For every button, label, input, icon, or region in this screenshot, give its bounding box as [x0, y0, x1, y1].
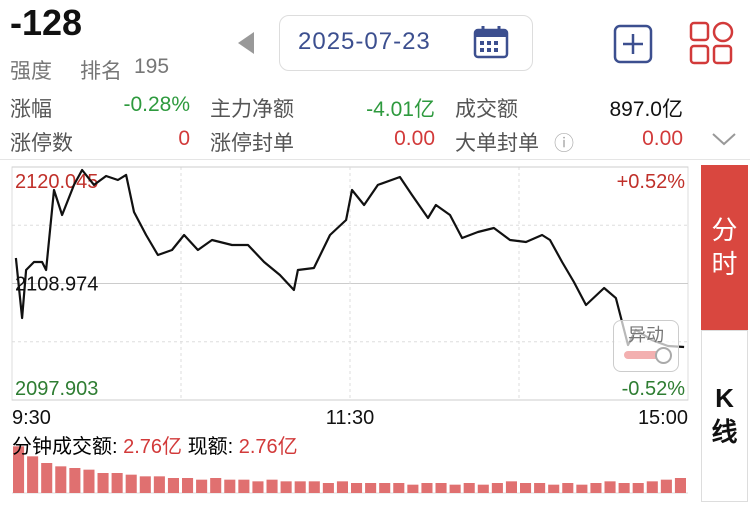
- volume-bar: [674, 478, 686, 493]
- stat-value: 0: [178, 127, 190, 150]
- tab-label: 分时: [711, 214, 738, 279]
- chart: 2120.0452108.9742097.903+0.52%-0.52%9:30…: [11, 166, 689, 494]
- date: 2025-07-23: [298, 28, 431, 55]
- volume-bar: [97, 473, 109, 493]
- stat-label: 成交额: [455, 98, 518, 121]
- volume-bar: [449, 484, 461, 493]
- volume-bar: [435, 483, 447, 493]
- volume-bar: [604, 481, 616, 493]
- rank: 195: [134, 55, 170, 78]
- info-icon[interactable]: ⓘ: [554, 133, 574, 155]
- volume-bar: [632, 483, 644, 493]
- volume-value: 2.76亿: [123, 436, 183, 458]
- volume-bar: [322, 483, 334, 493]
- stat-label: 主力净额: [210, 98, 294, 121]
- volume-bar: [520, 483, 532, 493]
- y-tick-label: 2097.903: [15, 378, 98, 400]
- stat-label: 涨停封单: [210, 132, 294, 155]
- volume-bar: [252, 481, 264, 493]
- volume-bar: [646, 481, 658, 493]
- tab-label: K线: [711, 383, 738, 447]
- y-tick-label: 2108.974: [15, 274, 98, 296]
- x-tick-label: 9:30: [12, 407, 51, 429]
- tab-active[interactable]: 分时: [701, 165, 748, 330]
- volume-bar: [210, 478, 222, 493]
- expand-button[interactable]: [707, 128, 741, 150]
- stat-value: 0.00: [642, 127, 683, 150]
- volume-bar: [139, 476, 151, 493]
- x-tick-label: 15:00: [638, 407, 688, 429]
- add-button[interactable]: [612, 23, 656, 65]
- y2-tick-label: +0.52%: [617, 171, 686, 193]
- volume-bar: [55, 466, 67, 493]
- volume-bar: [407, 484, 419, 493]
- badge-label: 异动: [628, 325, 664, 345]
- volume-bar: [534, 483, 546, 493]
- stat-label: 涨幅: [10, 98, 52, 121]
- volume-bar: [27, 456, 39, 493]
- volume-bar: [477, 484, 489, 493]
- volume-label: 分钟成交额:: [12, 436, 118, 458]
- current-label: 现额:: [187, 436, 234, 458]
- stat-value: -4.01亿: [366, 98, 435, 121]
- volume-bar: [111, 473, 123, 493]
- tab[interactable]: K线: [701, 330, 748, 502]
- divider: [0, 159, 750, 160]
- volume-bar: [182, 478, 194, 493]
- volume-bar: [308, 481, 320, 493]
- volume-bar: [266, 479, 278, 493]
- volume-bar: [238, 479, 250, 493]
- badge[interactable]: 异动: [613, 320, 679, 372]
- y2-tick-label: -0.52%: [622, 378, 686, 400]
- x-tick-label: 11:30: [326, 407, 375, 429]
- volume-bar: [83, 469, 95, 493]
- volume-bar: [491, 483, 503, 493]
- volume-bar: [69, 468, 81, 493]
- stat-value: 0.00: [394, 127, 435, 150]
- stat-value: 897.0亿: [609, 98, 683, 121]
- current-value: 2.76亿: [238, 436, 298, 458]
- rank-label: 排名: [80, 60, 122, 83]
- volume-bar: [576, 484, 588, 493]
- volume-info: 分钟成交额: 2.76亿 现额: 2.76亿: [12, 430, 298, 459]
- volume-bar: [548, 484, 560, 493]
- volume-bar: [590, 483, 602, 493]
- volume-bar: [351, 483, 363, 493]
- price-line: [14, 168, 685, 349]
- stat-value: -0.28%: [123, 93, 190, 116]
- volume-bar: [660, 479, 672, 493]
- volume-bar: [393, 483, 405, 493]
- volume-bar: [365, 483, 377, 493]
- volume-bar: [463, 483, 475, 493]
- stat-label: 大单封单: [455, 132, 539, 155]
- strength-label: 强度: [10, 60, 52, 83]
- volume-bar: [196, 479, 208, 493]
- volume-bar: [41, 463, 53, 493]
- volume-bar: [125, 474, 137, 493]
- volume-bar: [421, 483, 433, 493]
- stat-label: 涨停数: [10, 132, 73, 155]
- volume-bar: [618, 483, 630, 493]
- volume-bar: [224, 479, 236, 493]
- index-value: -128: [10, 2, 83, 43]
- volume-bar: [562, 483, 574, 493]
- volume-bar: [294, 481, 306, 493]
- volume-bar: [280, 481, 292, 493]
- calendar-icon[interactable]: [472, 24, 510, 60]
- prev-button[interactable]: [234, 30, 258, 56]
- date-box[interactable]: [279, 15, 533, 71]
- volume-bar: [379, 483, 391, 493]
- volume-bar: [336, 481, 348, 493]
- volume-bar: [13, 446, 25, 493]
- volume-bar: [505, 481, 517, 493]
- grid-button[interactable]: [688, 20, 738, 68]
- volume-bar: [153, 476, 165, 493]
- volume-bar: [167, 478, 179, 493]
